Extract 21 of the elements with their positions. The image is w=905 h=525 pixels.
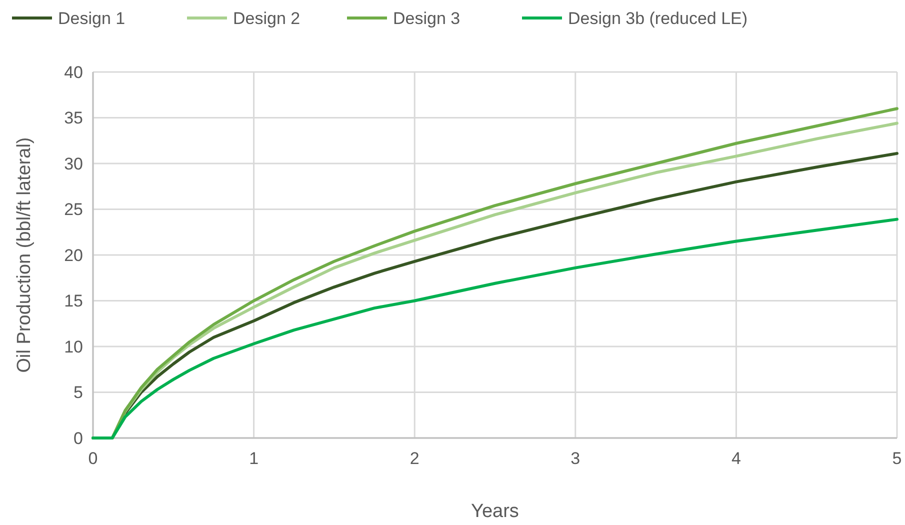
x-axis-title: Years — [471, 501, 519, 522]
x-tick-label: 3 — [570, 449, 580, 468]
y-tick-label: 0 — [74, 428, 83, 448]
legend-label: Design 1 — [58, 9, 126, 28]
x-tick-label: 5 — [892, 449, 902, 468]
y-tick-label: 30 — [64, 154, 83, 174]
x-tick-label: 1 — [249, 449, 259, 468]
y-axis-title: Oil Production (bbl/ft lateral) — [14, 137, 35, 373]
legend-label: Design 2 — [233, 9, 300, 28]
y-tick-label: 25 — [64, 200, 83, 220]
x-tick-label: 4 — [731, 449, 741, 468]
y-tick-label: 20 — [64, 246, 83, 265]
y-tick-label: 10 — [64, 337, 83, 356]
legend-label: Design 3 — [393, 9, 460, 28]
y-tick-label: 15 — [64, 292, 83, 311]
x-tick-label: 0 — [88, 449, 98, 468]
legend-label: Design 3b (reduced LE) — [568, 9, 748, 28]
x-tick-label: 2 — [410, 449, 420, 468]
y-tick-label: 5 — [74, 383, 83, 402]
y-tick-label: 40 — [64, 62, 83, 82]
y-tick-label: 35 — [64, 108, 83, 128]
